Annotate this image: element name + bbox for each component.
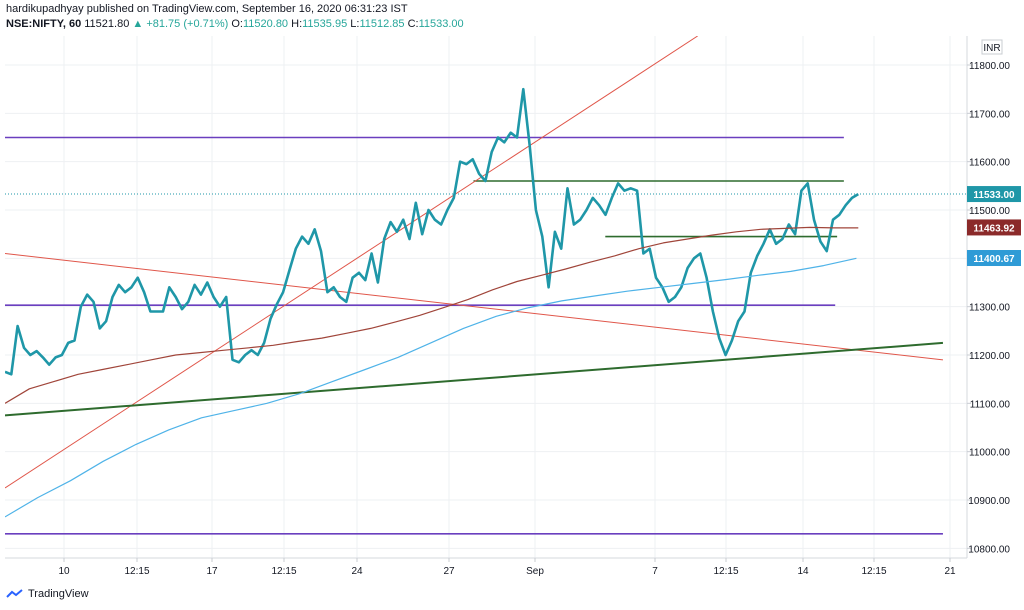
publisher-line: hardikupadhyay published on TradingView.… [6,3,408,15]
change-value: +81.75 (+0.71%) [146,18,229,30]
x-tick-label: 17 [206,566,218,577]
brand-name: TradingView [28,588,89,600]
series-ma-brown [5,226,859,404]
price-tag-ma-blue: 11400.67 [973,254,1015,265]
x-tick-label: 12:15 [713,566,738,577]
x-tick-label: 14 [797,566,809,577]
y-tick-label: 10800.00 [968,544,1010,555]
trendline-red-ascending [5,36,698,489]
low-value: 11512.85 [359,18,405,30]
y-tick-label: 11800.00 [969,61,1010,72]
x-tick-label: 27 [443,566,455,577]
high-value: 11535.95 [302,18,348,30]
series-ma-blue [5,257,857,518]
x-tick-label: 12:15 [124,566,149,577]
tradingview-logo-icon [6,589,23,598]
price-tag-last: 11533.00 [973,190,1015,201]
price-tags: 11533.00 11463.92 11400.67 [967,186,1021,267]
trendline-green-ascending [5,341,944,417]
y-tick-label: 11600.00 [969,158,1010,169]
x-tick-label: Sep [526,566,544,577]
y-tick-label: 11000.00 [969,448,1010,459]
last-price: 11521.80 [84,18,130,30]
x-tick-label: 21 [944,566,956,577]
plot-layer [5,36,967,535]
y-tick-label: 11500.00 [969,206,1010,217]
price-axis[interactable]: 11800.0011700.0011600.0011500.0011400.00… [967,61,1010,555]
ohlc-legend: NSE:NIFTY, 60 11521.80 ▲ +81.75 (+0.71%)… [6,18,464,30]
series-price [5,87,859,376]
plot-area[interactable] [5,36,967,558]
open-label: O: [231,18,243,30]
x-tick-label: 7 [652,566,658,577]
currency-label: INR [983,43,1000,54]
time-axis[interactable]: 10 12:15 17 12:15 24 27 Sep 7 12:15 14 12:15 21 [58,558,956,577]
grid [5,36,967,558]
y-tick-label: 11200.00 [969,351,1010,362]
price-tag-last-bg [967,186,1021,203]
y-tick-label: 11700.00 [969,109,1010,120]
price-tag-ma-blue-bg [967,250,1021,267]
x-tick-label: 24 [351,566,363,577]
publisher-text: hardikupadhyay published on TradingView.… [6,3,408,15]
low-label: L: [350,18,360,30]
footer-brand[interactable]: TradingView [6,588,89,600]
close-value: 11533.00 [418,18,464,30]
y-tick-label: 11300.00 [969,303,1010,314]
x-tick-label: 12:15 [271,566,296,577]
currency-box [981,39,1003,55]
close-label: C: [407,18,419,30]
y-tick-label: 10900.00 [968,496,1010,507]
change-arrow-icon: ▲ [132,18,144,30]
x-tick-label: 12:15 [861,566,886,577]
open-value: 11520.80 [242,18,289,30]
price-tag-ma-brown-bg [967,219,1021,236]
price-tag-ma-brown: 11463.92 [973,223,1015,234]
trendline-red-descending [5,253,944,361]
high-label: H: [291,18,303,30]
y-tick-label: 11100.00 [970,399,1011,410]
symbol-label[interactable]: NSE:NIFTY, 60 [6,18,82,30]
x-tick-label: 10 [58,566,70,577]
